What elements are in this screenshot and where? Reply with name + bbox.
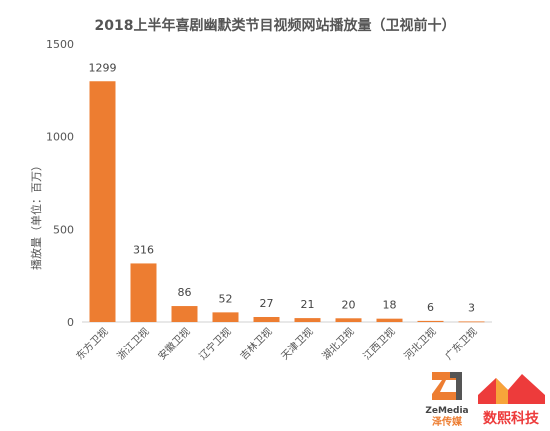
bar [89, 81, 116, 322]
data-label: 21 [301, 298, 315, 311]
bars-group [89, 81, 485, 323]
shuxi-name: 数熙科技 [483, 410, 540, 427]
data-label: 20 [342, 298, 356, 311]
zemedia-logo: ZeMedia 泽传媒 [425, 372, 469, 428]
category-label: 辽宁卫视 [196, 325, 233, 362]
data-label: 316 [133, 243, 154, 256]
y-tick-label: 0 [67, 316, 74, 329]
bar [130, 263, 157, 322]
zemedia-cn-name: 泽传媒 [432, 415, 463, 428]
y-tick-label: 500 [53, 223, 74, 236]
category-label: 浙江卫视 [114, 325, 151, 362]
category-label: 广东卫视 [442, 325, 479, 362]
bar [171, 306, 198, 322]
shuxi-chart-icon [478, 374, 545, 404]
category-label: 安徽卫视 [155, 325, 192, 362]
bar [253, 316, 280, 322]
category-label: 江西卫视 [360, 325, 397, 362]
data-label: 52 [219, 292, 233, 305]
data-label: 6 [427, 301, 434, 314]
data-label: 27 [260, 297, 274, 310]
y-axis-label: 播放量（单位：百万） [29, 160, 43, 270]
category-label: 东方卫视 [73, 325, 110, 362]
category-label: 河北卫视 [401, 325, 438, 362]
category-label: 湖北卫视 [319, 325, 356, 362]
y-tick-label: 1500 [46, 38, 74, 51]
data-label: 18 [383, 299, 397, 312]
bar [212, 312, 239, 322]
shuxi-logo: 数熙科技 [478, 374, 545, 427]
bar [294, 318, 321, 322]
chart-title: 2018上半年喜剧幽默类节目视频网站播放量（卫视前十） [95, 17, 456, 34]
shuxi-accent-icon [496, 378, 508, 404]
zemedia-mark-icon [450, 372, 462, 400]
bar [417, 320, 444, 322]
category-labels-group: 东方卫视 浙江卫视 安徽卫视 辽宁卫视 吉林卫视 天津卫视 湖北卫视 江西卫视 河北卫视 广东卫视 [73, 325, 479, 362]
category-label: 天津卫视 [278, 325, 315, 362]
y-axis-ticks: 0 500 1000 1500 [46, 38, 74, 329]
y-tick-label: 1000 [46, 131, 74, 144]
data-labels-group: 1299 316 86 52 27 21 20 18 6 3 [89, 61, 476, 314]
data-label: 86 [178, 286, 192, 299]
category-label: 吉林卫视 [237, 325, 274, 362]
bar [335, 318, 362, 322]
bar [458, 321, 485, 323]
data-label: 3 [468, 301, 475, 314]
bar [376, 318, 403, 322]
data-label: 1299 [89, 61, 117, 74]
zemedia-name: ZeMedia [425, 406, 468, 416]
zemedia-z-icon [432, 372, 456, 400]
